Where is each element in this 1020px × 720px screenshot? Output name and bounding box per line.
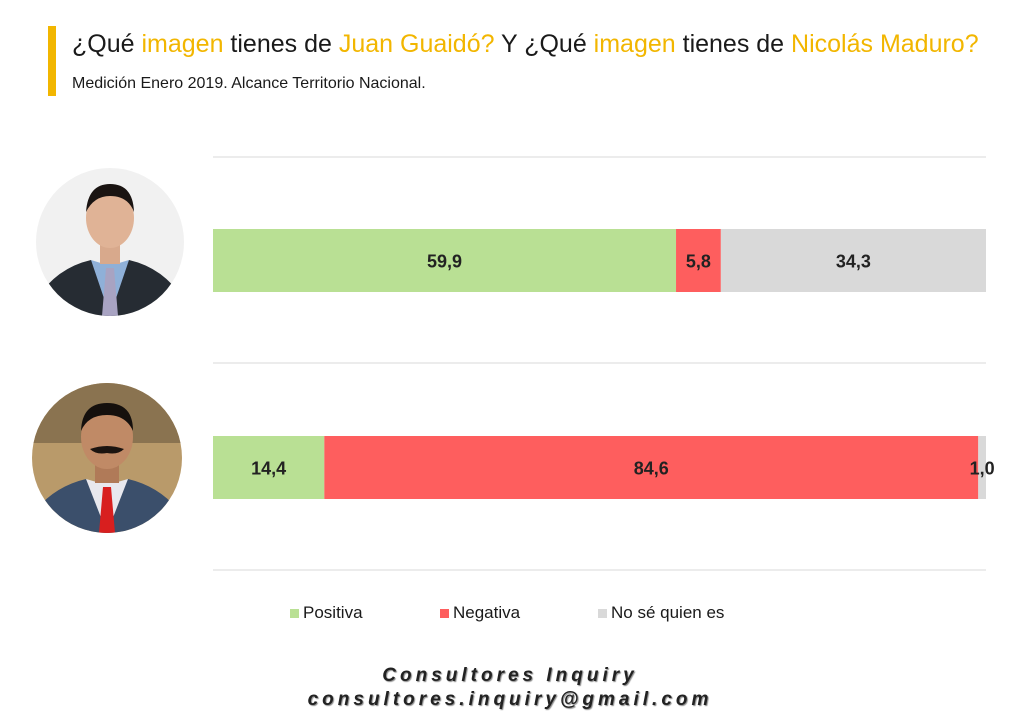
legend-swatch-positiva bbox=[290, 608, 299, 618]
data-label-maduro-no_se: 1,0 bbox=[970, 459, 995, 479]
data-label-maduro-negativa: 84,6 bbox=[634, 459, 669, 479]
legend-label-no_se: No sé quien es bbox=[611, 603, 725, 622]
footer-email: consultores.inquiry@gmail.com bbox=[307, 689, 713, 710]
footer: Consultores Inquiry consultores.inquiry@… bbox=[0, 664, 1020, 712]
legend-item-no_se: No sé quien es bbox=[598, 603, 724, 623]
bar-maduro-positiva bbox=[213, 436, 325, 499]
legend-item-positiva: Positiva bbox=[290, 603, 363, 623]
footer-company-name: Consultores Inquiry bbox=[382, 665, 638, 686]
bar-guaido-positiva bbox=[213, 229, 677, 292]
bar-guaido-no_se bbox=[720, 229, 986, 292]
legend-label-negativa: Negativa bbox=[453, 603, 521, 622]
bar-guaido-negativa bbox=[676, 229, 721, 292]
title-accent-bar bbox=[48, 26, 56, 96]
stacked-bar-chart: 59,9 5,8 34,3 14,4 84,6 1,0 bbox=[213, 156, 995, 571]
legend-label-positiva: Positiva bbox=[303, 603, 363, 622]
legend-swatch-no_se bbox=[598, 608, 607, 618]
legend-swatch-negativa bbox=[440, 608, 449, 618]
data-label-maduro-positiva: 14,4 bbox=[251, 459, 286, 479]
avatar-juan-guaido bbox=[36, 168, 184, 316]
data-label-guaido-positiva: 59,9 bbox=[427, 252, 462, 272]
bar-maduro-negativa bbox=[324, 436, 979, 499]
subtitle: Medición Enero 2019. Alcance Territorio … bbox=[72, 75, 426, 92]
data-label-guaido-no_se: 34,3 bbox=[836, 252, 871, 272]
bar-maduro-no_se bbox=[978, 436, 986, 499]
data-label-guaido-negativa: 5,8 bbox=[686, 252, 711, 272]
legend-item-negativa: Negativa bbox=[440, 603, 520, 623]
avatar-nicolas-maduro bbox=[32, 383, 182, 533]
page-title: ¿Qué imagen tienes de Juan Guaidó? Y ¿Qu… bbox=[72, 30, 979, 92]
